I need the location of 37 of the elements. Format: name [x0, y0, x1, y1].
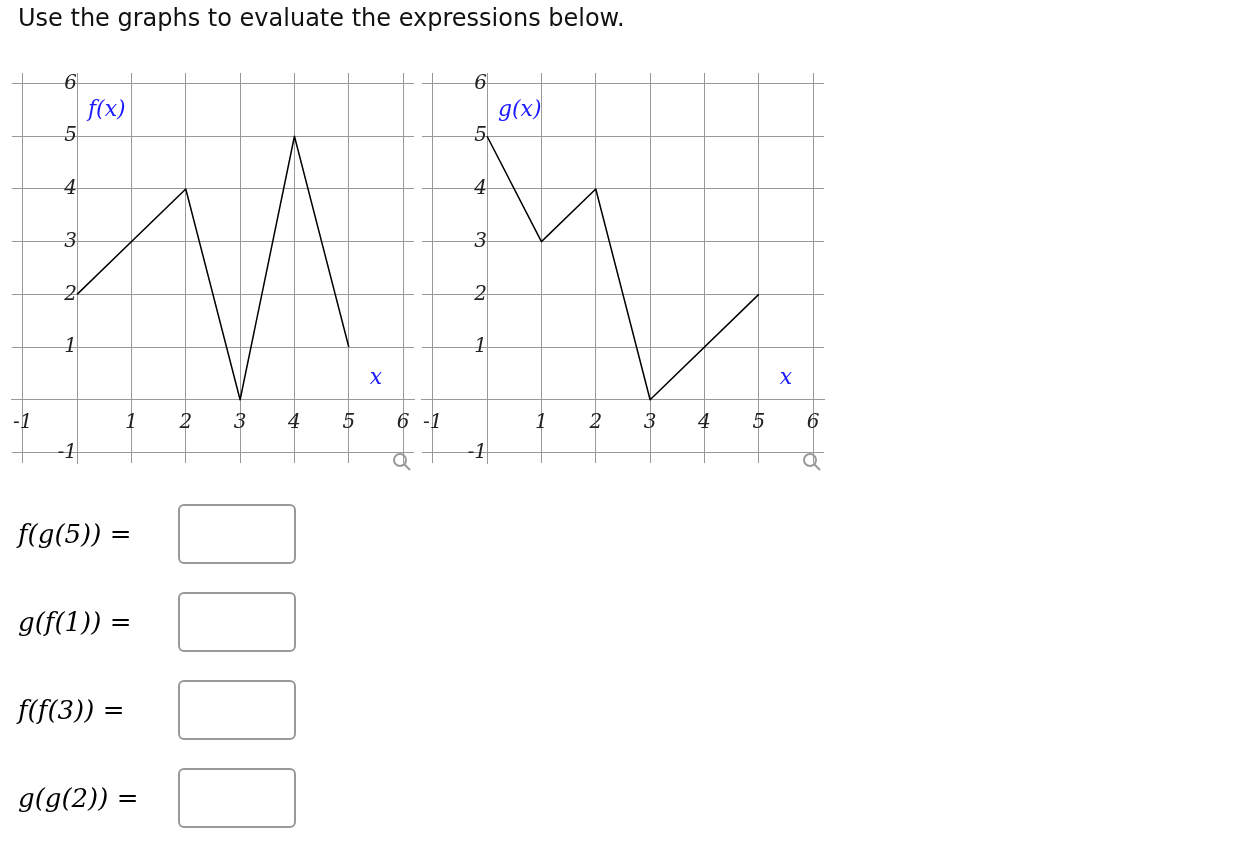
y-tick-label: 5: [64, 122, 78, 147]
y-tick-label: 6: [64, 69, 78, 94]
x-tick-label: 6: [806, 408, 820, 433]
x-tick-label: 1: [125, 408, 138, 433]
x-tick-label: 2: [588, 408, 603, 433]
x-tick-label: 3: [233, 408, 247, 433]
x-tick-label: -1: [13, 408, 33, 433]
y-tick-label: 4: [63, 175, 78, 200]
x-tick-label: 5: [342, 408, 356, 433]
y-tick-label: 6: [474, 69, 488, 94]
x-axis-title: x: [779, 364, 793, 390]
x-tick-label: -1: [423, 408, 443, 433]
text: f(g(5)) =: [18, 519, 133, 549]
x-tick-label: 2: [178, 408, 193, 433]
x-tick-label: 4: [697, 408, 711, 433]
y-tick-label: 2: [473, 280, 488, 305]
text: g(g(2)) =: [18, 783, 140, 813]
x-tick-label: 1: [535, 408, 548, 433]
x-tick-label: 4: [287, 408, 301, 433]
x-tick-label: 3: [643, 408, 657, 433]
y-tick-label: 4: [473, 175, 488, 200]
text: f(x): [85, 95, 126, 121]
text: g(f(1)) =: [18, 607, 133, 637]
series-label: g(x): [497, 95, 542, 121]
y-tick-label: 2: [63, 280, 78, 305]
chart-title: Use the graphs to evaluate the expressions below.: [18, 4, 625, 32]
y-tick-label: -1: [57, 438, 78, 463]
x-tick-label: 5: [752, 408, 766, 433]
y-tick-label: 1: [474, 333, 488, 358]
x-axis-title: x: [369, 364, 383, 390]
text: f(f(3)) =: [18, 695, 126, 725]
y-tick-label: 5: [474, 122, 488, 147]
y-tick-label: 3: [474, 227, 488, 252]
y-tick-label: -1: [467, 438, 488, 463]
y-tick-label: 3: [64, 227, 78, 252]
x-tick-label: 6: [396, 408, 410, 433]
y-tick-label: 1: [64, 333, 78, 358]
